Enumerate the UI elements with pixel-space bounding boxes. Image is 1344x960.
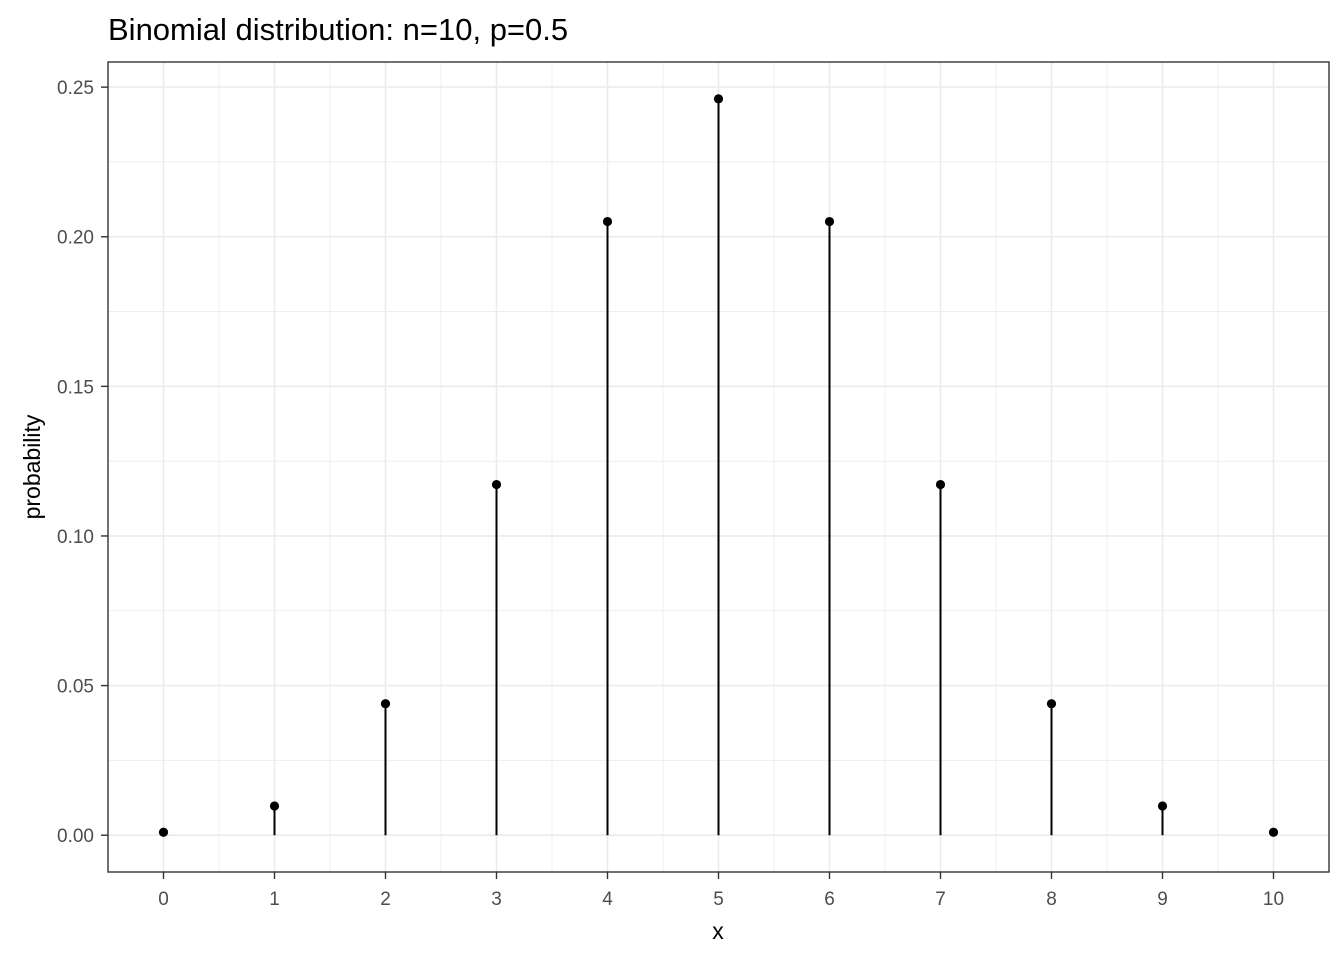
point-x-5 xyxy=(713,94,724,104)
x-tick-label: 5 xyxy=(713,889,724,910)
point-x-1 xyxy=(269,801,280,811)
x-tick-label: 6 xyxy=(824,889,835,910)
point-x-10 xyxy=(1268,827,1279,837)
point-x-3 xyxy=(491,479,502,490)
x-tick-label: 2 xyxy=(380,889,391,910)
point-x-0 xyxy=(158,827,169,837)
point-x-2 xyxy=(380,699,391,709)
y-tick-label: 0.00 xyxy=(57,826,94,847)
x-tick-label: 0 xyxy=(158,889,169,910)
y-tick-label: 0.15 xyxy=(57,377,94,398)
x-tick-label: 7 xyxy=(935,889,946,910)
y-tick-label: 0.05 xyxy=(57,677,94,698)
point-x-8 xyxy=(1046,699,1057,709)
y-tick-label: 0.25 xyxy=(57,78,94,99)
chart-title: Binomial distribution: n=10, p=0.5 xyxy=(108,12,568,47)
point-x-9 xyxy=(1157,801,1168,811)
x-tick-label: 8 xyxy=(1046,889,1057,910)
x-tick-label: 10 xyxy=(1263,889,1284,910)
x-tick-label: 3 xyxy=(491,889,502,910)
points xyxy=(158,94,1279,837)
x-tick-label: 1 xyxy=(269,889,280,910)
point-x-6 xyxy=(824,216,835,227)
x-tick-label: 9 xyxy=(1157,889,1168,910)
point-x-4 xyxy=(602,216,613,227)
x-tick-label: 4 xyxy=(602,889,613,910)
y-tick-label: 0.20 xyxy=(57,228,94,249)
stems xyxy=(162,98,1275,836)
y-axis: 0.00 0.05 0.10 0.15 0.20 0.25 xyxy=(57,78,108,847)
x-axis: 0 1 2 3 4 5 6 7 8 9 10 xyxy=(158,872,1284,910)
x-axis-title: x xyxy=(712,918,724,944)
y-tick-label: 0.10 xyxy=(57,527,94,548)
y-axis-title: probability xyxy=(19,414,45,519)
point-x-7 xyxy=(935,479,946,490)
